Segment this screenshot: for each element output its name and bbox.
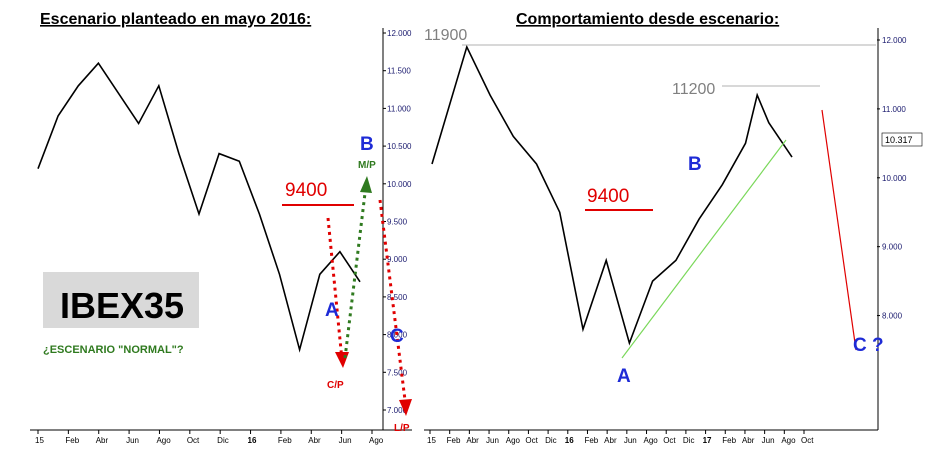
right-x-tick-label: Jun	[486, 436, 499, 445]
tag-cp: C/P	[327, 380, 344, 391]
left-y-tick-label: 7.500	[387, 368, 408, 377]
left-level-9400-label: 9400	[285, 180, 327, 201]
right-wave-c: C ?	[853, 335, 884, 356]
last-value-box	[881, 132, 923, 147]
left-x-tick-label: Oct	[187, 436, 200, 445]
left-y-tick-label: 11.000	[387, 104, 411, 113]
trendline	[621, 139, 787, 359]
projection-c-arrowhead	[399, 399, 412, 416]
left-y-tick-label: 12.000	[387, 29, 412, 38]
left-x-tick-label: Feb	[278, 436, 292, 445]
left-x-tick-label: Ago	[369, 436, 384, 445]
scenario-question: ¿ESCENARIO "NORMAL"?	[43, 344, 184, 356]
right-x-tick-label: Jun	[624, 436, 637, 445]
projection-b-arrowhead	[360, 176, 372, 193]
left-y-tick-label: 11.500	[387, 67, 411, 76]
left-wave-a: A	[325, 300, 339, 321]
left-x-tick-label: 16	[248, 436, 257, 445]
left-x-tick-label: Jun	[339, 436, 352, 445]
projection-c-line	[821, 109, 857, 351]
left-chart-title: Escenario planteado en mayo 2016:	[40, 11, 311, 28]
right-x-tick-label: Ago	[506, 436, 521, 445]
left-y-tick-label: 10.500	[387, 142, 412, 151]
right-wave-a: A	[617, 366, 631, 387]
right-x-tick-label: Abr	[466, 436, 479, 445]
right-x-tick-label: Oct	[663, 436, 676, 445]
projection-a-arrow	[326, 217, 344, 361]
left-x-tick-label: Abr	[308, 436, 321, 445]
ibex35-logo-box	[43, 272, 199, 328]
right-chart-title: Comportamiento desde escenario:	[516, 11, 779, 28]
left-wave-b: B	[360, 134, 374, 155]
left-y-tick-label: 10.000	[387, 180, 412, 189]
right-y-tick-label: 9.000	[882, 243, 903, 252]
left-y-tick-label: 8.500	[387, 293, 408, 302]
right-x-tick-label: Dic	[683, 436, 695, 445]
left-y-tick-label: 7.000	[387, 406, 408, 415]
high-11900-label: 11900	[424, 27, 467, 44]
left-price-line	[37, 61, 361, 353]
tag-lp: L/P	[394, 423, 410, 434]
right-x-tick-label: Feb	[584, 436, 598, 445]
right-x-tick-label: Ago	[781, 436, 796, 445]
right-y-tick-label: 11.000	[882, 105, 906, 114]
right-x-tick-label: 15	[427, 436, 436, 445]
right-x-tick-label: Oct	[801, 436, 814, 445]
right-x-tick-label: Abr	[742, 436, 755, 445]
left-x-tick-label: Ago	[156, 436, 171, 445]
projection-a-arrowhead	[335, 352, 349, 368]
left-y-tick-label: 9.500	[387, 218, 408, 227]
right-price-line	[431, 44, 793, 346]
tag-mp: M/P	[358, 160, 376, 171]
right-x-tick-label: Feb	[447, 436, 461, 445]
right-x-tick-label: 16	[565, 436, 574, 445]
right-x-tick-label: Ago	[644, 436, 659, 445]
right-wave-b: B	[688, 154, 702, 175]
right-x-tick-label: 17	[703, 436, 712, 445]
right-x-tick-label: Oct	[525, 436, 538, 445]
left-x-tick-label: Abr	[96, 436, 109, 445]
left-wave-c: C	[390, 326, 404, 347]
right-x-tick-label: Abr	[604, 436, 617, 445]
left-y-tick-label: 9.000	[387, 255, 408, 264]
mid-11200-label: 11200	[672, 81, 715, 98]
right-x-tick-label: Feb	[722, 436, 736, 445]
left-x-tick-label: Dic	[217, 436, 229, 445]
last-value-label: 10.317	[885, 135, 913, 145]
right-x-tick-label: Dic	[545, 436, 557, 445]
right-chart: Comportamiento desde escenario: 15 Feb Abr…	[424, 11, 923, 445]
right-y-tick-label: 10.000	[882, 174, 907, 183]
left-x-tick-label: Feb	[65, 436, 79, 445]
left-x-tick-label: Jun	[126, 436, 139, 445]
right-level-9400-label: 9400	[587, 186, 629, 207]
left-y-tick-label: 8.000	[387, 331, 408, 340]
right-y-tick-label: 12.000	[882, 36, 907, 45]
right-x-tick-label: Jun	[762, 436, 775, 445]
right-y-tick-label: 8.000	[882, 312, 903, 321]
left-chart: Escenario planteado en mayo 2016: 15 Feb A…	[30, 11, 412, 445]
projection-b-arrow	[343, 184, 368, 359]
left-x-tick-label: 15	[35, 436, 44, 445]
ibex35-logo-text: IBEX35	[60, 285, 184, 326]
